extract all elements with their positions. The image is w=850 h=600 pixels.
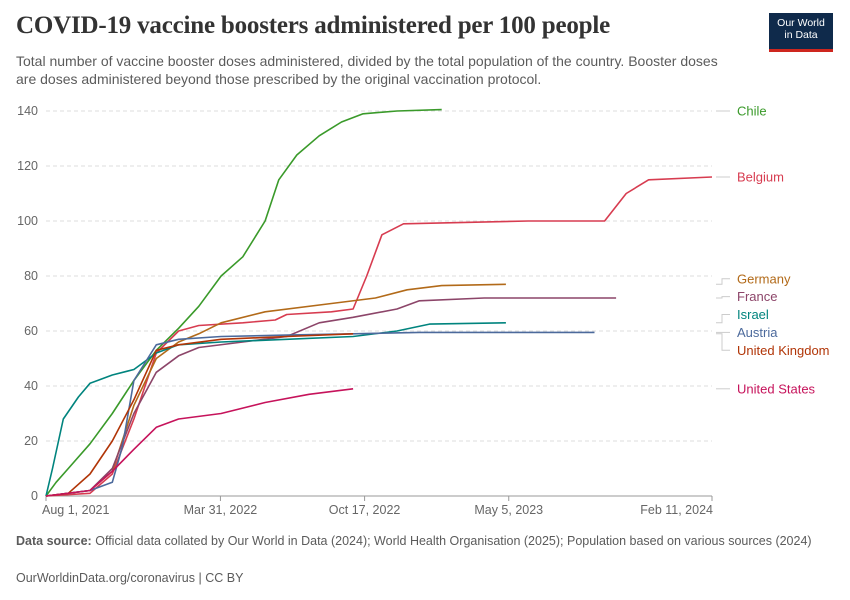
y-tick-label: 140 [17,104,38,118]
series-label-israel: Israel [737,307,769,322]
label-connector [716,314,730,324]
series-line-chile [45,108,442,497]
chart-title: COVID-19 vaccine boosters administered p… [16,12,610,39]
series-line-belgium [45,176,713,497]
data-source-note: Data source: Official data collated by O… [16,533,816,549]
series-label-belgium: Belgium [737,170,784,185]
series-label-france: France [737,289,777,304]
series-label-united-states: United States [737,381,816,396]
y-tick-label: 80 [24,269,38,283]
logo-line-2: in Data [784,29,818,41]
label-connector [716,333,730,351]
chart-subtitle: Total number of vaccine booster doses ad… [16,53,718,87]
series-label-chile: Chile [737,104,767,119]
series-label-germany: Germany [737,271,791,286]
series-line-united-kingdom [45,333,354,497]
license-note[interactable]: OurWorldinData.org/coronavirus | CC BY [16,571,244,585]
series-line-austria [45,331,595,497]
data-source-text: Official data collated by Our World in D… [95,534,812,548]
x-tick-label: Aug 1, 2021 [42,503,109,517]
x-tick-label: May 5, 2023 [474,503,543,517]
x-tick-label: Feb 11, 2024 [640,503,713,517]
logo-line-1: Our World [777,17,825,29]
y-tick-label: 60 [24,324,38,338]
series-line-germany [45,283,506,497]
y-tick-label: 20 [24,434,38,448]
series-line-france [45,297,617,497]
y-tick-label: 40 [24,379,38,393]
series-label-austria: Austria [737,325,778,340]
owid-logo[interactable]: Our World in Data [769,13,833,52]
series-line-united-states [45,388,354,497]
series-label-united-kingdom: United Kingdom [737,343,830,358]
label-connector [716,278,730,285]
label-connector [716,296,730,299]
y-tick-label: 120 [17,159,38,173]
data-source-label: Data source: [16,534,92,548]
line-chart: 0 20 40 60 80 100 120 140 Aug 1, 2021 Mar 31, 202… [17,104,830,518]
y-tick-label: 0 [31,489,38,503]
x-tick-label: Oct 17, 2022 [329,503,401,517]
y-tick-label: 100 [17,214,38,228]
x-tick-label: Mar 31, 2022 [184,503,258,517]
